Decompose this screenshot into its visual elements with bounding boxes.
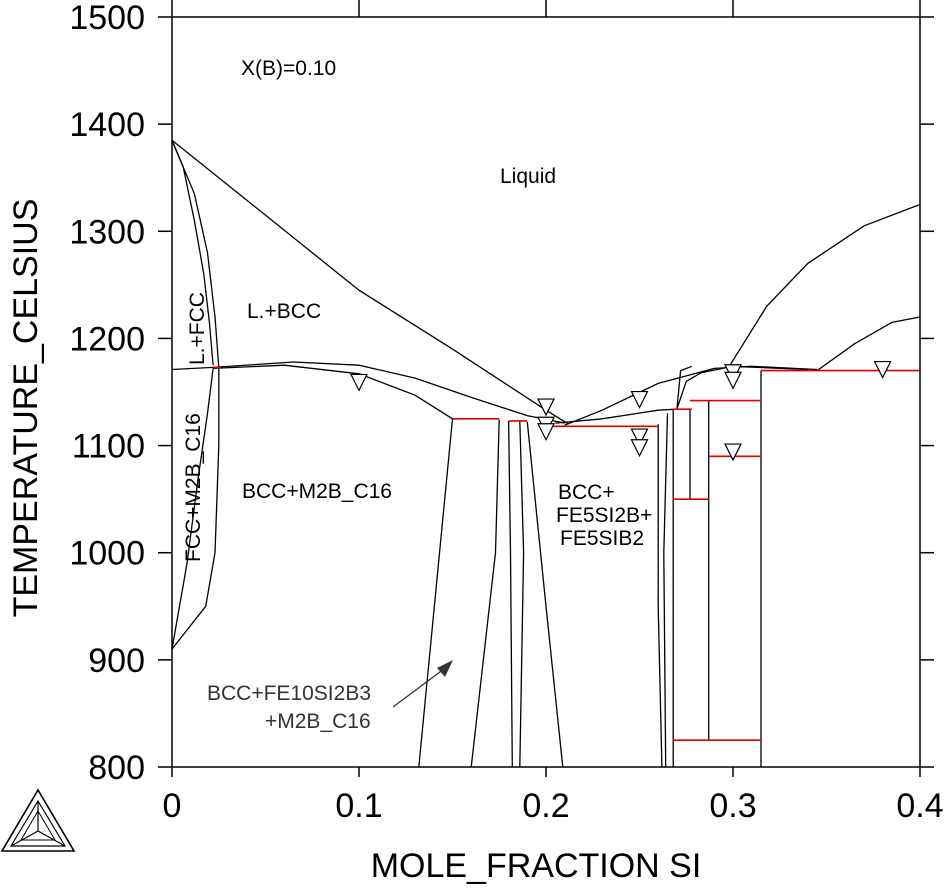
- x-tick-label-1: 0.1: [335, 787, 382, 825]
- phase-boundary-9: [728, 203, 921, 367]
- plot-frame: [171, 16, 921, 768]
- calc-marker-1: [537, 398, 555, 417]
- x-axis-title: MOLE_FRACTION SI: [371, 847, 702, 885]
- y-tick-label-0: 800: [88, 749, 145, 787]
- region-bcc-fe10-line2: +M2B_C16: [265, 710, 371, 733]
- y-tick-label-4: 1200: [69, 320, 145, 358]
- y-tick-label-6: 1400: [69, 106, 145, 144]
- axis-ticks: 0 0.1 0.2 0.3 0.4 800 900 1000 1100 1200 1300 1400 1…: [69, 0, 944, 825]
- calc-marker-4: [630, 390, 649, 409]
- phase-boundary-22: [676, 365, 693, 410]
- region-l-bcc: L.+BCC: [247, 300, 321, 323]
- phase-boundary-7: [555, 408, 677, 424]
- phase-boundary-12: [470, 419, 500, 768]
- calc-marker-0: [350, 373, 368, 392]
- x-tick-label-4: 0.4: [896, 787, 943, 825]
- y-tick-label-7: 1500: [69, 0, 145, 37]
- x-tick-label-2: 0.2: [522, 787, 569, 825]
- x-tick-label-3: 0.3: [709, 787, 756, 825]
- y-tick-label-3: 1100: [72, 428, 145, 466]
- region-bcc-fe5-line1: BCC+: [558, 481, 615, 504]
- region-bcc-fe5-line3: FE5SIB2: [560, 527, 644, 550]
- phase-boundary-5: [213, 364, 453, 420]
- phase-boundary-10: [816, 316, 921, 372]
- phase-boundary-3: [171, 368, 214, 650]
- plot-layer: [171, 139, 921, 768]
- phase-boundary-0: [171, 139, 569, 425]
- calc-marker-10: [873, 360, 892, 379]
- y-tick-label-2: 1000: [69, 535, 145, 573]
- phase-boundary-13: [507, 420, 513, 768]
- phase-boundary-16: [657, 424, 663, 768]
- phase-boundary-15: [526, 421, 564, 768]
- region-l-fcc: L.+FCC: [186, 292, 209, 365]
- calc-marker-8: [724, 371, 742, 390]
- phase-boundary-14: [519, 420, 525, 768]
- region-pointer-arrow: [392, 660, 453, 708]
- thermo-calc-logo: [0, 788, 76, 852]
- calc-marker-9: [724, 443, 742, 462]
- x-tick-label-0: 0: [163, 787, 182, 825]
- region-bcc-m2b: BCC+M2B_C16: [242, 480, 392, 503]
- phase-boundary-17: [663, 413, 669, 768]
- region-bcc-fe5-line2: FE5SI2B+: [556, 504, 652, 527]
- phase-boundary-8: [676, 365, 808, 410]
- region-fcc-m2b: FCC+M2B_C16: [182, 413, 205, 562]
- composition-annotation: X(B)=0.10: [241, 57, 336, 80]
- phase-boundary-4: [171, 361, 565, 424]
- y-tick-label-1: 900: [88, 642, 145, 680]
- y-axis-title: TEMPERATURE_CELSIUS: [7, 199, 45, 618]
- region-bcc-fe10-line1: BCC+FE10SI2B3: [207, 682, 371, 705]
- phase-boundary-6: [564, 365, 818, 426]
- region-liquid: Liquid: [500, 165, 556, 188]
- calc-marker-6: [630, 439, 649, 458]
- phase-boundary-11: [418, 418, 454, 768]
- calc-marker-3: [537, 423, 555, 442]
- phase-boundary-2: [171, 139, 220, 650]
- y-tick-label-5: 1300: [69, 213, 145, 251]
- calc-marker-5: [630, 428, 649, 447]
